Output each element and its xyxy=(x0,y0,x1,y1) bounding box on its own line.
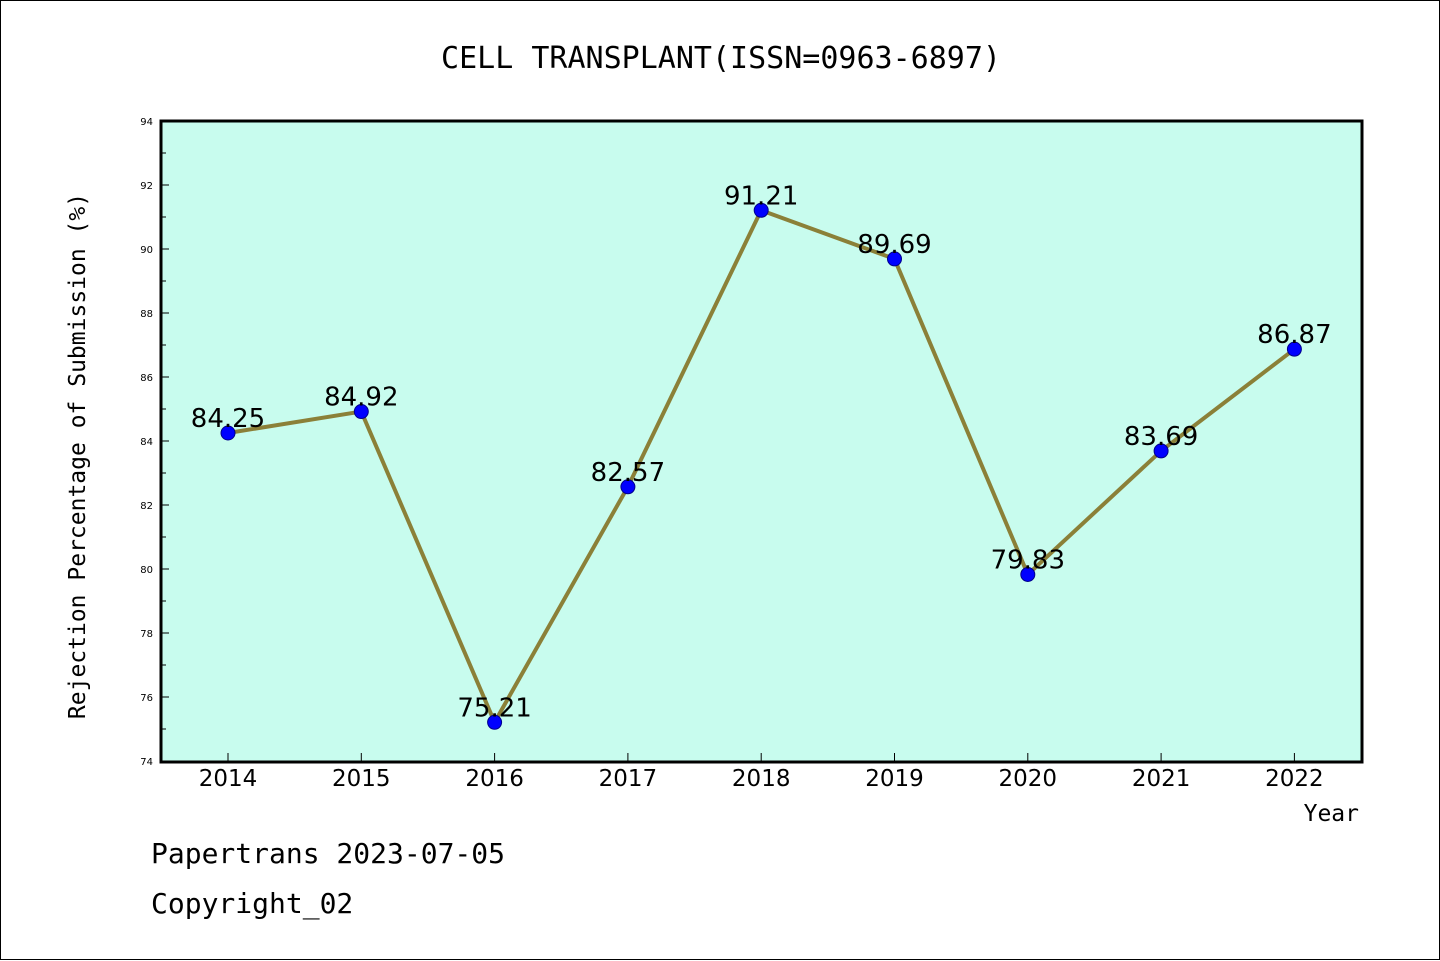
y-tick-label: 92 xyxy=(140,181,153,192)
x-axis: 2014 2015 2016 2017 2018 2019 2020 2021 2022 xyxy=(199,753,1324,792)
y-axis-title: Rejection Percentage of Submission (%) xyxy=(65,193,91,719)
y-tick-label: 82 xyxy=(140,501,153,512)
y-tick-label: 86 xyxy=(140,373,153,384)
data-point xyxy=(487,714,503,730)
x-tick-label: 2021 xyxy=(1132,766,1191,792)
series-rejection-percentage xyxy=(220,202,1302,730)
x-tick-label: 2014 xyxy=(199,766,258,792)
data-label: 91.21 xyxy=(724,181,798,211)
data-label: 89.69 xyxy=(857,230,931,260)
x-tick-label: 2018 xyxy=(732,766,791,792)
data-point xyxy=(353,404,369,420)
y-tick-label: 76 xyxy=(140,693,153,704)
y-axis: 74 76 78 80 82 84 86 88 90 92 94 xyxy=(140,117,169,768)
x-axis-title: Year xyxy=(1304,801,1359,827)
data-label: 84.92 xyxy=(324,383,398,413)
y-tick-label: 90 xyxy=(140,245,153,256)
y-tick-label: 78 xyxy=(140,629,153,640)
data-point xyxy=(220,425,236,441)
data-label: 79.83 xyxy=(991,545,1065,575)
plot-area xyxy=(159,119,1364,764)
data-point xyxy=(1153,443,1169,459)
y-tick-label: 80 xyxy=(140,565,153,576)
x-tick-label: 2020 xyxy=(999,766,1058,792)
data-point xyxy=(753,202,769,218)
data-label: 84.25 xyxy=(191,404,265,434)
y-tick-label: 88 xyxy=(140,309,153,320)
y-tick-label: 84 xyxy=(140,437,153,448)
data-point xyxy=(620,479,636,495)
footer-date: Papertrans 2023-07-05 xyxy=(151,837,506,870)
data-label: 75.21 xyxy=(457,693,531,723)
y-tick-label: 94 xyxy=(140,117,153,128)
x-tick-label: 2017 xyxy=(599,766,658,792)
x-tick-label: 2016 xyxy=(465,766,524,792)
data-point xyxy=(1020,566,1036,582)
x-tick-label: 2015 xyxy=(332,766,391,792)
data-point xyxy=(887,251,902,267)
data-labels: 84.25 84.92 75.21 82.57 91.21 89.69 79.83 83.69… xyxy=(191,181,1332,723)
chart-title: CELL TRANSPLANT(ISSN=0963-6897) xyxy=(441,41,1001,76)
data-label: 86.87 xyxy=(1257,320,1331,350)
y-tick-label: 74 xyxy=(140,757,153,768)
data-label: 83.69 xyxy=(1124,422,1198,452)
x-tick-label: 2019 xyxy=(865,766,924,792)
data-label: 82.57 xyxy=(591,458,665,488)
x-tick-label: 2022 xyxy=(1265,766,1324,792)
footer-copyright: Copyright_02 xyxy=(151,887,354,920)
data-point xyxy=(1286,341,1302,357)
